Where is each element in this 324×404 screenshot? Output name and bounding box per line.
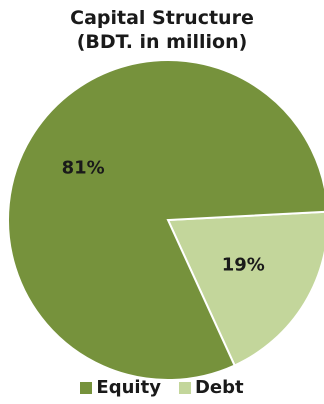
- legend-label-equity: Equity: [96, 377, 161, 398]
- legend: Equity Debt: [0, 377, 324, 398]
- pie-slice-equity: [7, 59, 324, 381]
- chart-subtitle: (BDT. in million): [76, 31, 248, 53]
- legend-item-equity: Equity: [80, 377, 161, 398]
- legend-swatch-equity: [80, 381, 93, 394]
- chart-title-block: Capital Structure (BDT. in million): [0, 6, 324, 54]
- data-label-equity: 81%: [62, 158, 105, 179]
- legend-item-debt: Debt: [178, 377, 244, 398]
- chart-title: Capital Structure: [70, 7, 254, 29]
- data-label-debt: 19%: [222, 255, 265, 276]
- legend-swatch-debt: [178, 381, 191, 394]
- pie-slice-debt: [166, 210, 324, 367]
- legend-label-debt: Debt: [194, 377, 244, 398]
